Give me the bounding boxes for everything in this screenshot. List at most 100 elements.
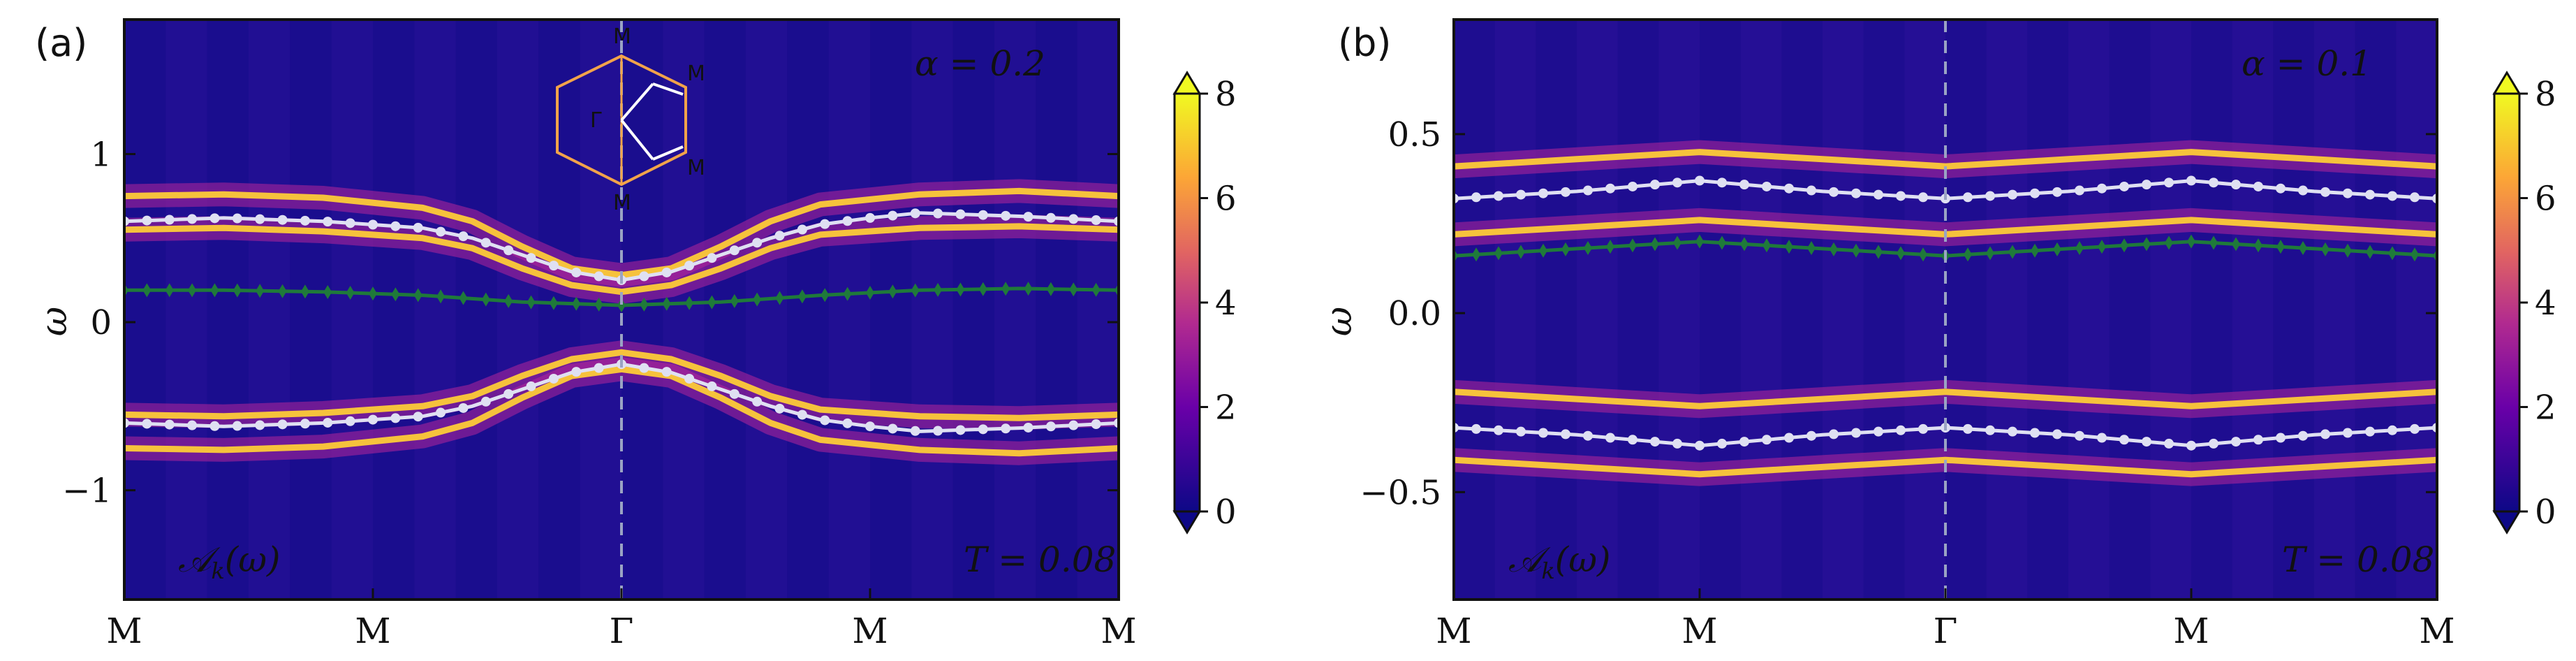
heatmap-column xyxy=(952,20,994,600)
series-point-white-upper xyxy=(300,215,310,226)
panel-b-yticks: −0.5 0.0 0.5 xyxy=(1360,115,2437,512)
colorbar-tick-label: 4 xyxy=(1215,284,1237,323)
y-tick-label: 0.5 xyxy=(1388,115,1441,154)
series-point-white-upper xyxy=(458,231,469,242)
series-point-white-upper xyxy=(1874,189,1883,200)
heatmap-column xyxy=(1986,20,2028,600)
x-tick-label: M xyxy=(1681,611,1717,651)
series-point-white-lower xyxy=(1605,433,1615,443)
colorbar-tick-label: 0 xyxy=(2535,493,2556,532)
series-point-white-lower xyxy=(413,412,423,422)
series-point-white-lower xyxy=(2164,438,2174,449)
series-point-green xyxy=(956,282,965,297)
heatmap-column xyxy=(497,20,539,600)
panel-a-bands xyxy=(124,20,1119,600)
series-point-white-upper xyxy=(1762,181,1772,191)
series-point-white-lower xyxy=(933,426,943,436)
series-point-white-upper xyxy=(2387,191,2397,201)
series-point-white-lower xyxy=(1628,435,1637,445)
series-point-white-lower xyxy=(1717,438,1727,449)
series-point-white-upper xyxy=(842,216,853,226)
series-point-white-upper xyxy=(933,208,943,219)
series-point-green xyxy=(866,285,874,300)
series-point-white-upper xyxy=(1538,188,1548,198)
series-point-white-upper xyxy=(1583,185,1593,196)
colorbar-tick-label: 8 xyxy=(2535,75,2556,114)
heatmap-column xyxy=(1945,20,1987,600)
band-1 xyxy=(124,223,1119,296)
panel-b-ylabel: ω xyxy=(1318,307,1360,336)
series-point-white-upper xyxy=(232,213,242,224)
bz-label-lower-right: M xyxy=(687,156,705,180)
series-point-white-lower xyxy=(2186,440,2196,451)
series-point-green xyxy=(640,297,649,312)
series-point-white-lower xyxy=(323,417,333,428)
heatmap-column xyxy=(331,20,373,600)
panel-a-ylabel: ω xyxy=(34,307,75,336)
colorbar-b-bottom-extend xyxy=(2492,510,2522,535)
series-point-green xyxy=(1091,282,1101,297)
series-point-white-upper xyxy=(2186,175,2196,186)
heatmap-column xyxy=(1036,20,1077,600)
series-point-white-upper xyxy=(2052,187,2062,197)
heatmap-column xyxy=(2109,20,2151,600)
series-point-white-lower xyxy=(142,419,152,429)
series-point-white-upper xyxy=(684,261,695,271)
heatmap-column xyxy=(2314,20,2355,600)
series-point-green xyxy=(1718,235,1726,250)
series-point-white-upper xyxy=(978,210,988,220)
series-point-green xyxy=(2187,234,2195,249)
series-point-white-upper xyxy=(323,217,333,227)
series-point-white-lower xyxy=(1672,438,1682,449)
series-point-white-upper xyxy=(955,209,966,219)
series-point-white-lower xyxy=(2298,430,2308,441)
series-point-white-lower xyxy=(300,419,310,429)
panel-a-spectral-label: 𝒜k(ω) xyxy=(178,539,281,584)
series-point-green xyxy=(730,293,739,308)
heatmap-column xyxy=(2232,20,2274,600)
bz-label-gamma: Γ xyxy=(590,108,602,133)
series-point-white-upper xyxy=(594,271,604,282)
series-point-white-upper xyxy=(1695,175,1705,186)
band-3 xyxy=(124,365,1119,457)
x-tick-label: M xyxy=(1101,611,1136,651)
series-point-green xyxy=(2209,235,2218,250)
series-point-white-upper xyxy=(2410,192,2420,203)
series-point-white-upper xyxy=(209,213,220,224)
series-point-green xyxy=(481,292,490,307)
panel-a-series xyxy=(124,208,1119,436)
heatmap-column xyxy=(2068,20,2110,600)
colorbar-tick-label: 6 xyxy=(1215,180,1237,219)
series-point-green xyxy=(300,284,309,299)
colorbar-a-top-extend xyxy=(1172,71,1202,95)
series-point-white-lower xyxy=(752,396,763,407)
series-point-white-upper xyxy=(2119,181,2129,191)
series-point-white-lower xyxy=(910,426,920,436)
series-point-green xyxy=(1874,245,1883,259)
panel-a: (a) M M Γ M M α = 0.2 T = 0.08 𝒜k(ω) ω −… xyxy=(34,18,1237,651)
series-point-white-lower xyxy=(1918,423,1928,434)
series-point-white-upper xyxy=(503,245,514,256)
series-point-white-upper xyxy=(255,214,265,224)
series-point-white-upper xyxy=(1605,183,1615,194)
series-point-green xyxy=(2388,246,2397,261)
colorbar-b-top-extend xyxy=(2492,71,2522,95)
series-point-white-lower xyxy=(1851,428,1861,438)
series-point-green xyxy=(369,286,377,301)
series-point-green xyxy=(2031,243,2039,258)
panel-a-alpha-label: α = 0.2 xyxy=(915,43,1045,84)
band-2 xyxy=(124,349,1119,421)
x-tick-label: M xyxy=(852,611,888,651)
series-point-green xyxy=(142,283,152,298)
panel-b-label: (b) xyxy=(1338,21,1391,65)
series-point-white-lower xyxy=(1874,426,1883,437)
series-point-green xyxy=(1517,245,1525,259)
series-point-white-lower xyxy=(820,415,830,426)
series-point-green xyxy=(391,287,400,302)
series-point-green xyxy=(2165,235,2173,250)
series-point-white-lower xyxy=(345,416,355,426)
series-point-white-upper xyxy=(1045,212,1056,223)
series-point-white-upper xyxy=(2276,183,2286,194)
series-point-green xyxy=(323,284,332,299)
series-point-white-upper xyxy=(1628,181,1637,191)
